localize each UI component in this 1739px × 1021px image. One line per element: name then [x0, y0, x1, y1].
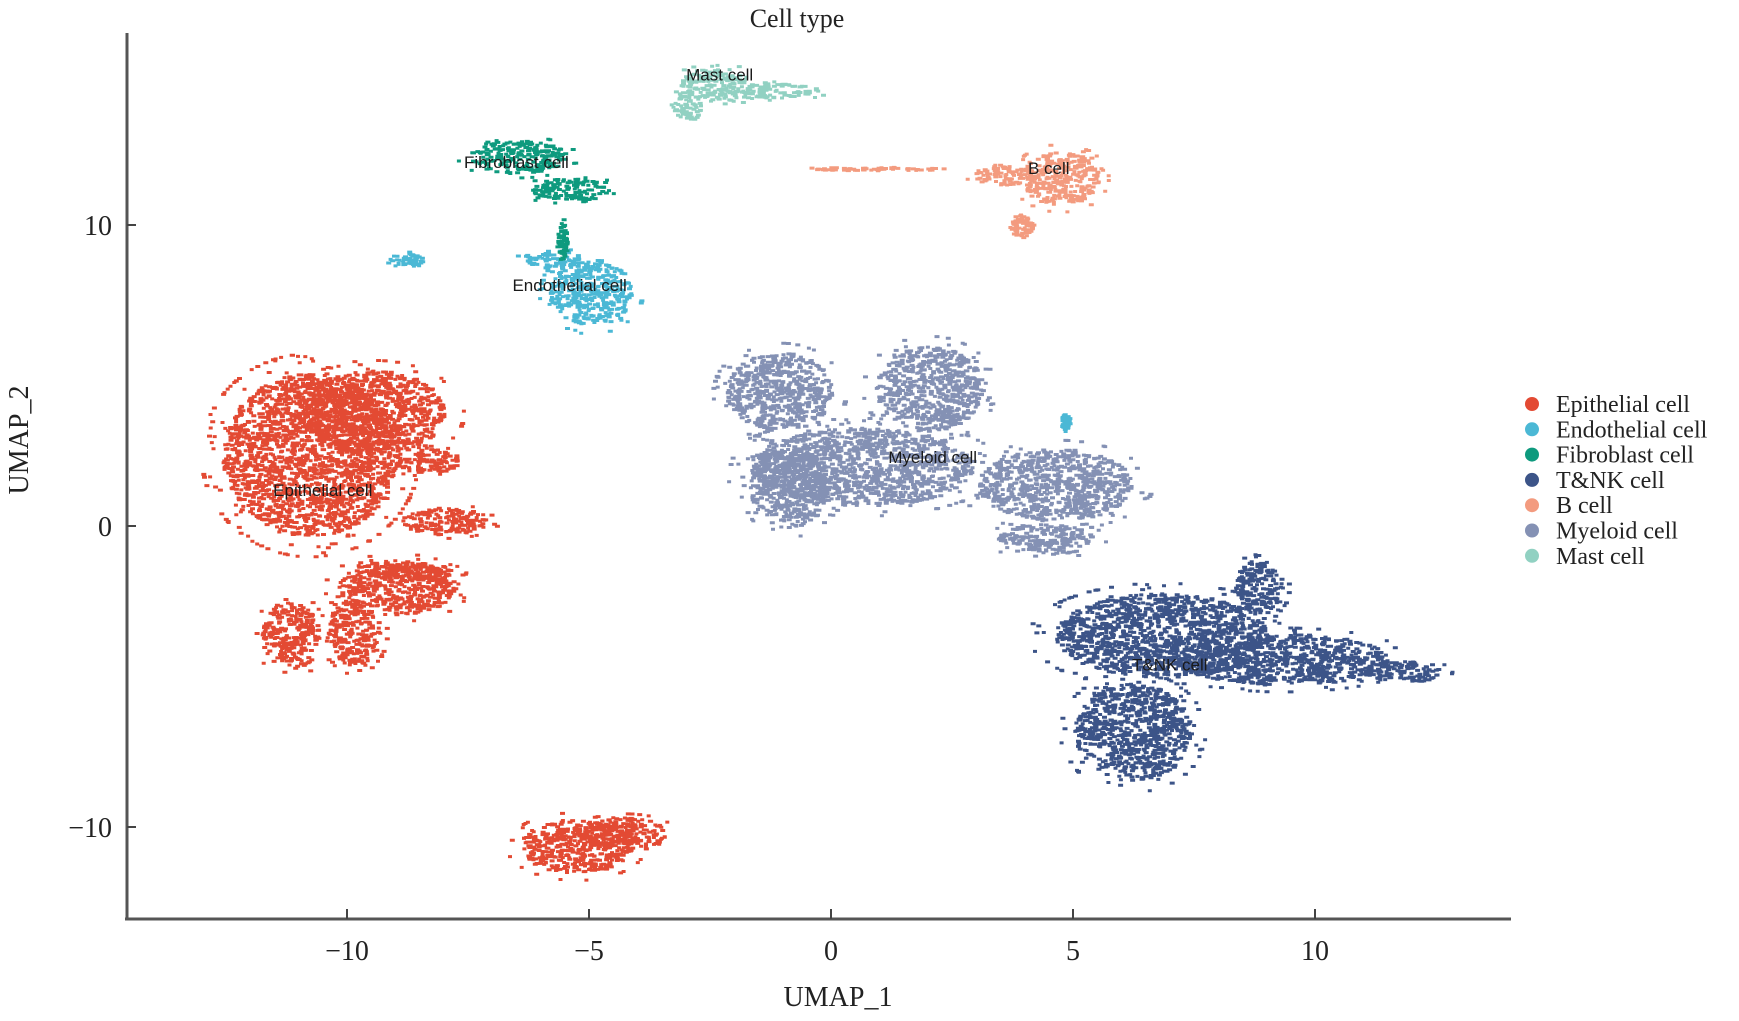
point-blob — [965, 163, 1041, 187]
point-blob — [1030, 582, 1298, 690]
point-blob — [456, 137, 579, 180]
legend-label: B cell — [1556, 493, 1613, 519]
series-myeloid-cell — [711, 335, 1154, 558]
legend-label: T&NK cell — [1556, 468, 1665, 494]
point-blob — [739, 80, 826, 102]
legend-item: T&NK cell — [1525, 468, 1665, 494]
x-tick-label: 5 — [1066, 936, 1080, 967]
point-blob — [324, 553, 467, 623]
legend-marker — [1525, 548, 1539, 563]
legend-label: Epithelial cell — [1556, 392, 1690, 418]
point-blob — [1008, 213, 1037, 240]
legend-marker — [1525, 472, 1539, 487]
y-tick-label: 10 — [84, 211, 112, 242]
point-blob — [555, 218, 570, 261]
cluster-label: B cell — [1028, 159, 1070, 178]
point-blob — [669, 90, 705, 121]
point-blob — [1060, 413, 1073, 433]
point-blob — [809, 165, 947, 173]
cluster-label: Endothelial cell — [512, 276, 626, 295]
point-blob — [537, 255, 645, 335]
legend-marker — [1525, 498, 1539, 513]
point-blob — [862, 335, 996, 444]
point-clouds — [201, 63, 1455, 882]
cluster-label: T&NK cell — [1132, 655, 1208, 674]
point-blob — [254, 598, 329, 674]
point-blob — [515, 248, 582, 270]
point-blob — [1059, 672, 1208, 793]
series-b-cell — [809, 143, 1111, 240]
cluster-labels: Epithelial cell Endothelial cell Fibroblas… — [273, 66, 1207, 675]
legend-marker — [1525, 523, 1539, 538]
chart-title: Cell type — [750, 4, 845, 33]
legend-marker — [1525, 397, 1539, 411]
point-blob — [711, 341, 848, 443]
y-axis-label: UMAP_2 — [4, 386, 35, 495]
cluster-label: Fibroblast cell — [464, 153, 569, 172]
point-blob — [995, 522, 1108, 558]
point-blob — [727, 417, 1004, 518]
point-blob — [678, 63, 768, 106]
legend-item: Endothelial cell — [1525, 417, 1708, 443]
point-blob — [361, 562, 469, 582]
x-axis-label: UMAP_1 — [784, 982, 893, 1013]
x-tick-label: 0 — [824, 936, 838, 967]
point-blob — [280, 359, 466, 467]
cluster-label: Myeloid cell — [888, 448, 977, 467]
point-blob — [1148, 626, 1417, 694]
y-tick-label: 0 — [98, 512, 112, 543]
x-ticks: −10 −5 0 5 10 — [325, 909, 1329, 967]
x-tick-label: −10 — [325, 936, 369, 967]
point-blob — [386, 444, 460, 476]
point-blob — [1359, 660, 1455, 683]
point-blob — [531, 176, 616, 205]
point-blob — [1233, 553, 1292, 623]
cluster-label: Mast cell — [686, 66, 753, 85]
point-blob — [386, 250, 426, 268]
series-endothelial-cell — [386, 248, 1073, 433]
point-blob — [578, 812, 670, 857]
legend-label: Myeloid cell — [1556, 519, 1678, 545]
legend-item: Mast cell — [1525, 544, 1645, 570]
point-blob — [325, 591, 390, 675]
point-blob — [1013, 143, 1111, 214]
y-tick-label: −10 — [68, 813, 112, 844]
legend-item: Myeloid cell — [1525, 519, 1678, 545]
legend-marker — [1525, 422, 1539, 437]
x-tick-label: −5 — [574, 936, 604, 967]
legend-item: Epithelial cell — [1525, 392, 1690, 418]
series-fibroblast-cell — [456, 137, 616, 261]
legend-label: Endothelial cell — [1556, 417, 1708, 443]
series-mast-cell — [669, 63, 826, 121]
y-ticks: −10 0 10 — [68, 211, 136, 844]
point-blob — [739, 439, 836, 538]
point-blob — [401, 505, 500, 540]
legend-label: Mast cell — [1556, 544, 1645, 570]
series-epithelial-cell — [201, 353, 670, 882]
cluster-label: Epithelial cell — [273, 481, 372, 500]
x-tick-label: 10 — [1301, 936, 1329, 967]
series-t-nk-cell — [1030, 553, 1455, 793]
legend-item: B cell — [1525, 493, 1613, 519]
legend-label: Fibroblast cell — [1556, 443, 1694, 469]
legend-item: Fibroblast cell — [1525, 443, 1694, 469]
point-blob — [957, 438, 1154, 532]
legend-marker — [1525, 447, 1539, 462]
